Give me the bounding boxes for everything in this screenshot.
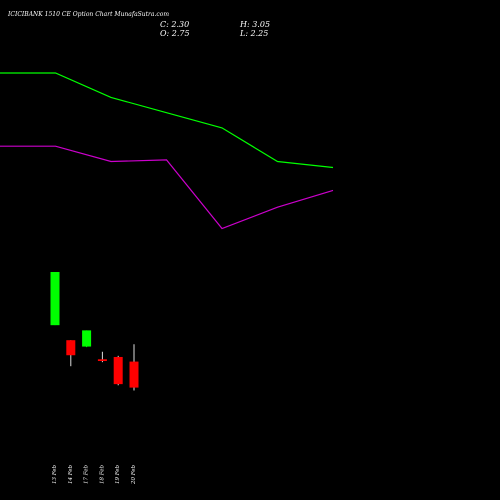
close-value: C: 2.30 — [160, 20, 190, 29]
low-value: L: 2.25 — [240, 29, 269, 38]
indicator-lines — [0, 72, 334, 230]
indicator-line-1 — [0, 72, 334, 169]
candle-body — [82, 330, 92, 347]
indicator-line-2 — [0, 145, 334, 230]
candle-body — [50, 272, 60, 326]
candle-body — [66, 340, 76, 356]
high-value: H: 3.05 — [240, 20, 271, 29]
ohlc-right: H: 3.05 L: 2.25 — [240, 20, 270, 38]
open-value: O: 2.75 — [160, 29, 190, 38]
candlesticks — [50, 272, 139, 391]
candle-body — [97, 359, 107, 362]
chart-title: ICICIBANK 1510 CE Option Chart MunafaSut… — [8, 11, 170, 18]
x-tick-label: 17 Feb — [84, 464, 90, 484]
x-tick-label: 14 Feb — [68, 464, 74, 484]
candle-body — [113, 356, 123, 385]
x-tick-label: 18 Feb — [99, 464, 105, 484]
x-tick-label: 13 Feb — [52, 464, 58, 484]
x-axis-labels: 13 Feb 14 Feb 17 Feb 18 Feb 19 Feb 20 Feb — [52, 464, 137, 485]
candle-body — [129, 361, 139, 388]
x-tick-label: 19 Feb — [115, 464, 121, 484]
ohlc-left: C: 2.30 O: 2.75 — [160, 20, 190, 38]
x-tick-label: 20 Feb — [131, 464, 137, 485]
